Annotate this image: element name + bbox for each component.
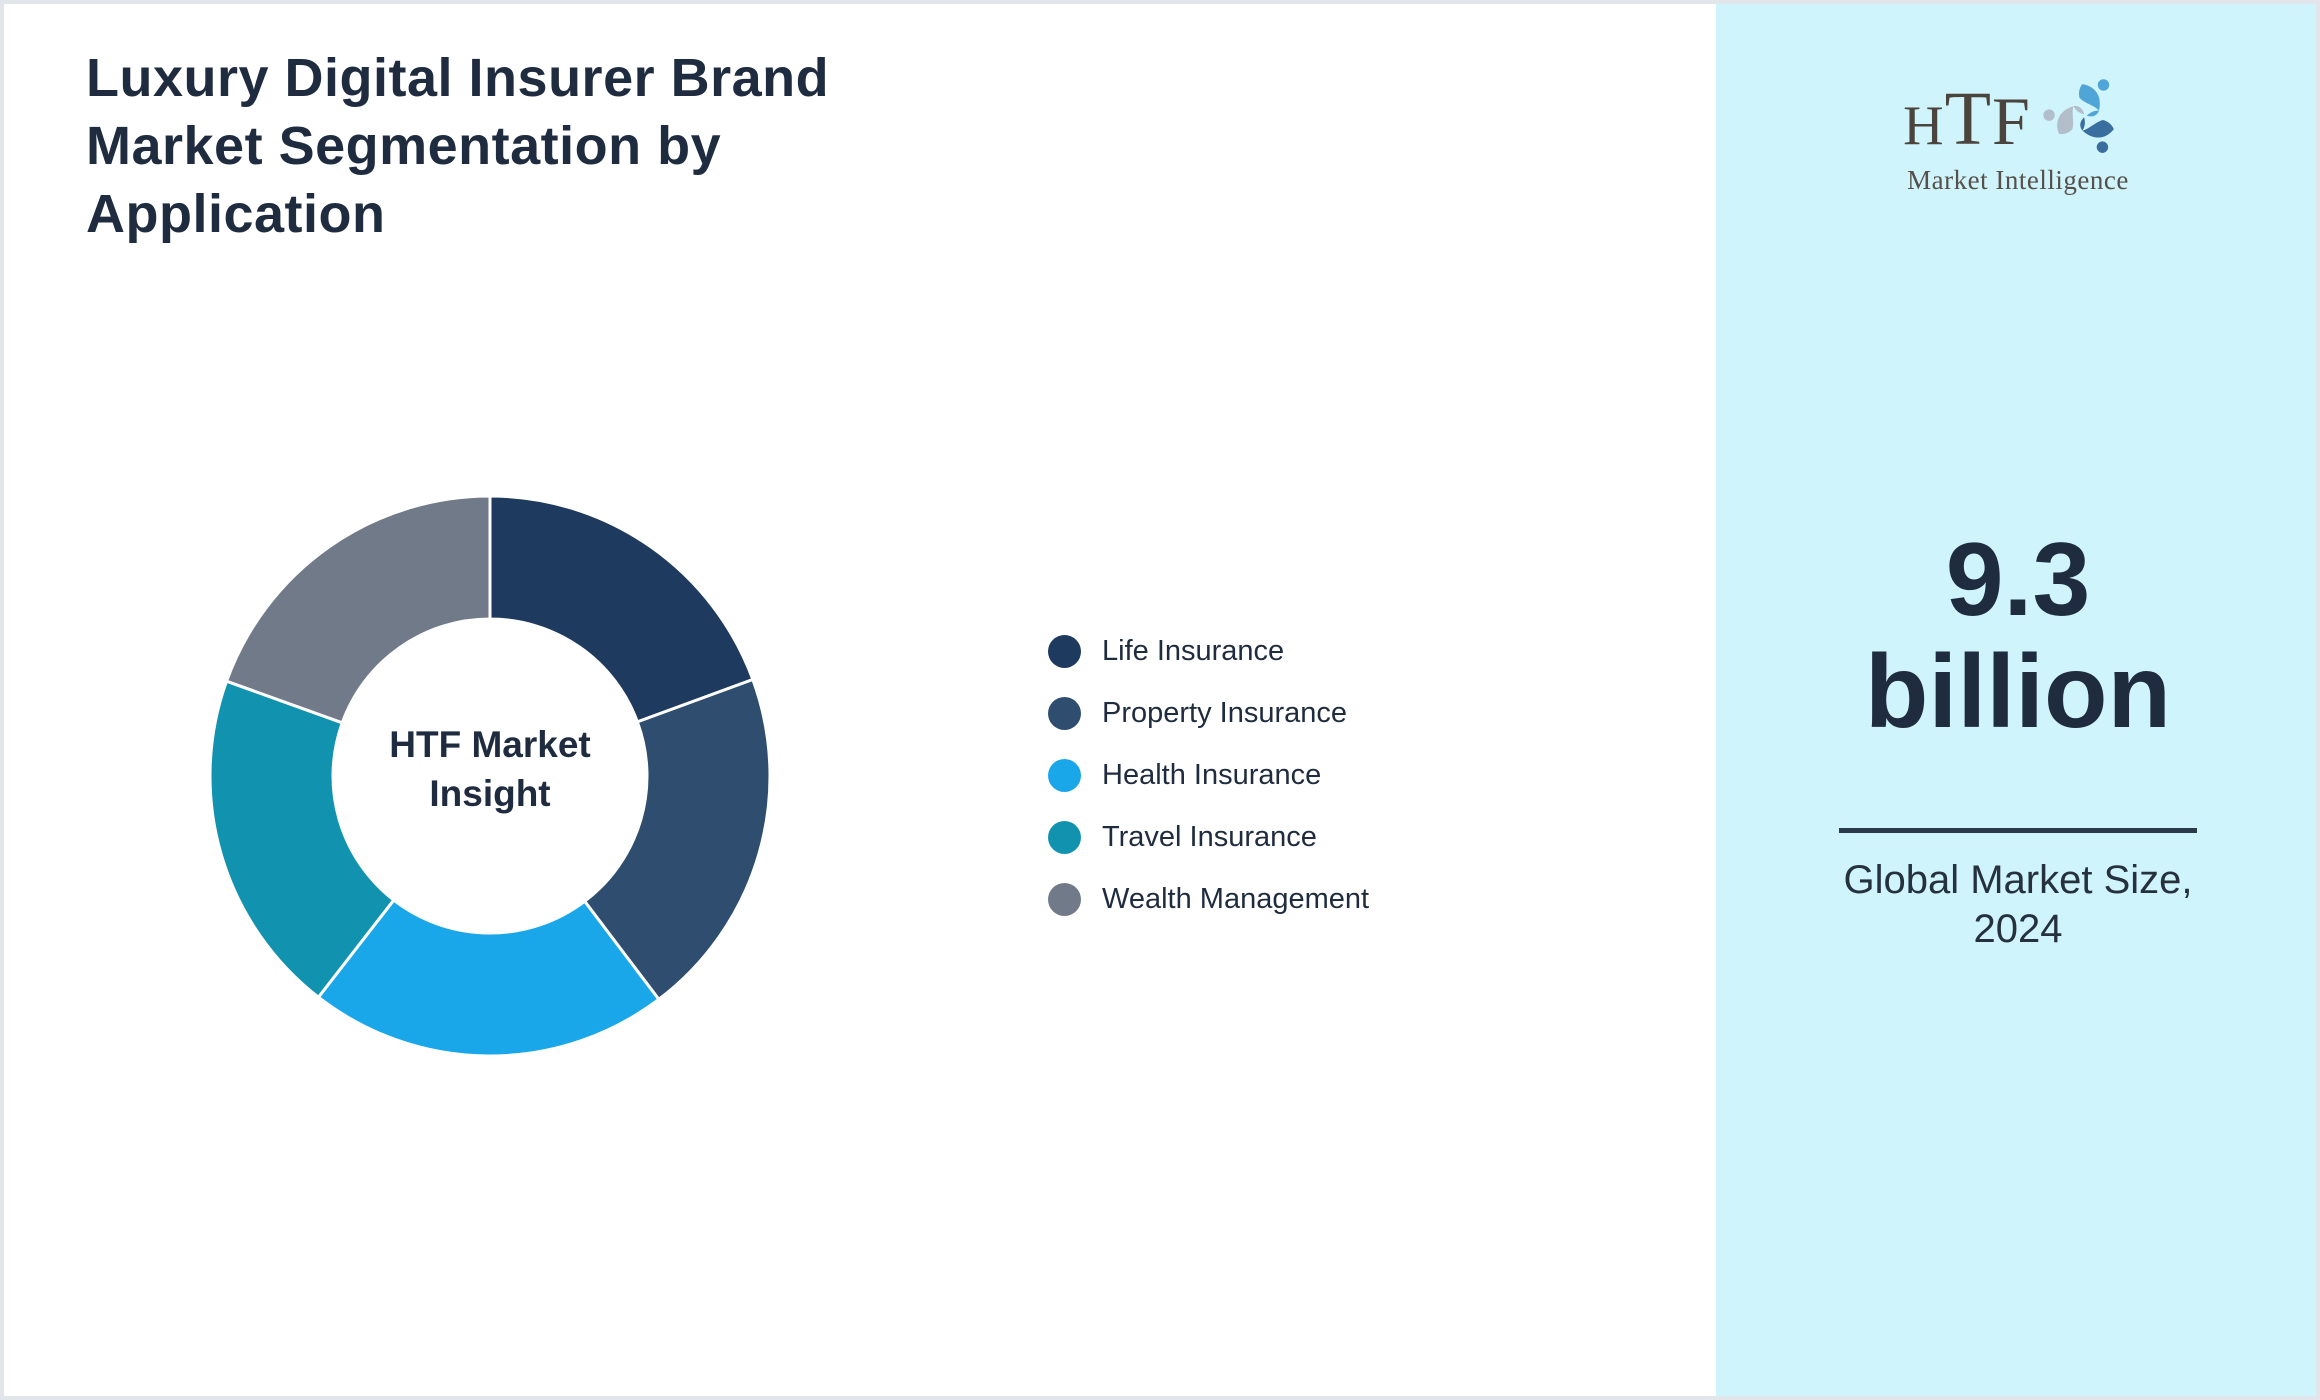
legend-color-dot — [1048, 696, 1081, 730]
legend-color-dot — [1048, 882, 1081, 916]
metric-caption: Global Market Size, 2024 — [1843, 858, 2193, 951]
logo-subtitle: Market Intelligence — [1907, 165, 2129, 195]
legend-color-dot — [1048, 758, 1081, 792]
donut-center-label-line-1: HTF Market — [389, 724, 591, 765]
logo-swirl-figure — [2080, 117, 2114, 153]
logo-letter-f: F — [1992, 83, 2031, 159]
logo-letter-h: H — [1903, 95, 1945, 157]
metric-value: 9.3 — [1945, 522, 2091, 638]
donut-segment-wealth-management — [225, 494, 492, 725]
metric-divider — [1839, 828, 2197, 833]
legend-color-dot — [1048, 634, 1081, 668]
metric-unit: billion — [1864, 634, 2172, 750]
legend-item-label: Life Insurance — [1102, 634, 1285, 667]
logo-swirl-figure — [2043, 106, 2084, 135]
logo-swirl-icon — [2043, 79, 2114, 153]
legend-color-dot — [1048, 820, 1081, 854]
chart-legend: Life Insurance Property Insurance Health… — [1048, 620, 1369, 930]
donut-segment-health-insurance — [316, 898, 661, 1058]
donut-segment-life-insurance — [488, 494, 755, 724]
logo-swirl-figure — [2078, 79, 2110, 117]
donut-segment-travel-insurance — [208, 679, 396, 999]
page-title-line-3: Application — [86, 184, 386, 244]
donut-chart — [208, 494, 772, 1058]
market-size-metric: 9.3 billion — [1716, 522, 2316, 750]
legend-item-label: Health Insurance — [1102, 758, 1322, 791]
legend-item-label: Property Insurance — [1102, 696, 1348, 729]
legend-item: Health Insurance — [1048, 744, 1369, 806]
legend-item: Travel Insurance — [1048, 806, 1369, 868]
donut-center-label-line-2: Insight — [429, 773, 551, 814]
page-title-line-2: Market Segmentation by — [86, 116, 722, 176]
legend-item: Life Insurance — [1048, 620, 1369, 682]
legend-item: Wealth Management — [1048, 868, 1369, 930]
legend-item-label: Travel Insurance — [1102, 820, 1317, 853]
brand-logo: H T F Market Intelligence — [1716, 56, 2316, 196]
donut-segment-property-insurance — [583, 678, 772, 1001]
legend-item: Property Insurance — [1048, 682, 1369, 744]
legend-item-label: Wealth Management — [1102, 882, 1370, 915]
page-title: Luxury Digital Insurer Brand Market Segm… — [86, 44, 829, 248]
logo-letter-t: T — [1944, 77, 1993, 161]
sidebar-panel: H T F Market Intelligence 9.3 billion Gl… — [1716, 4, 2316, 1396]
page-title-line-1: Luxury Digital Insurer Brand — [86, 48, 830, 108]
donut-center-label: HTF Market Insight — [290, 720, 690, 818]
